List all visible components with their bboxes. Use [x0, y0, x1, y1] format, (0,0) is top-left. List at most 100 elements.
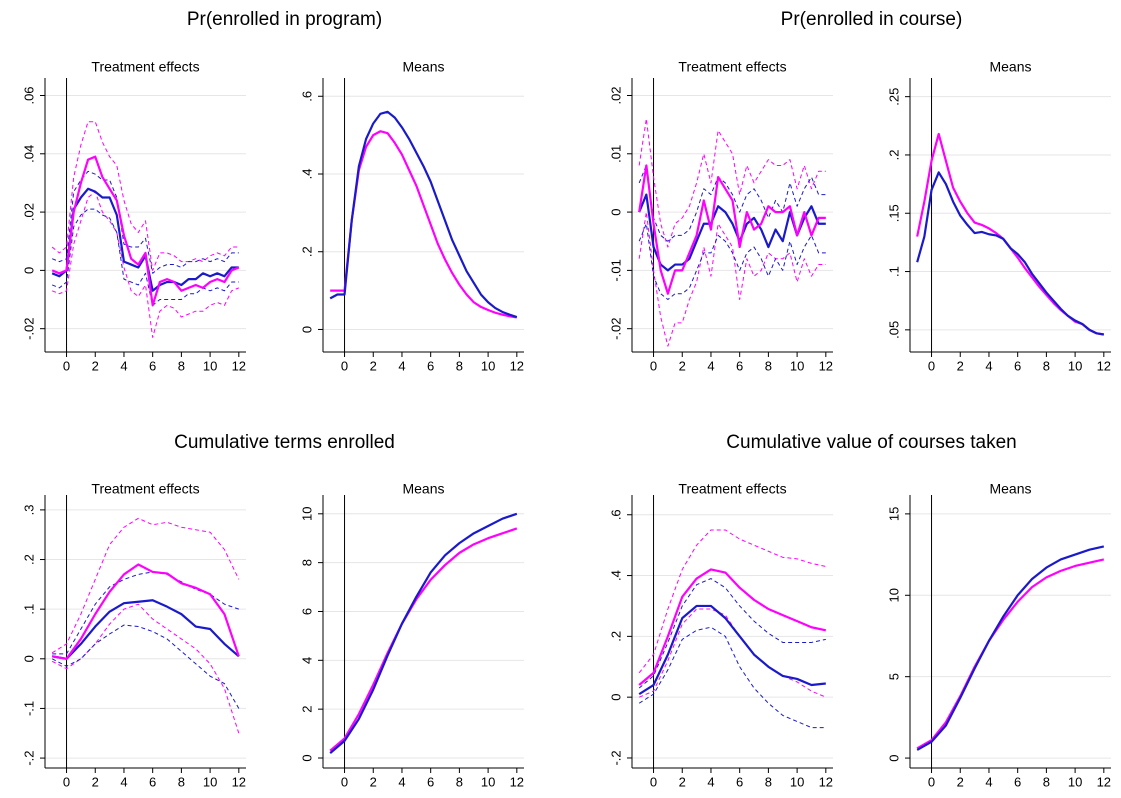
y-tick-label: .2: [21, 554, 36, 565]
y-tick-label: 0: [608, 694, 623, 701]
x-tick-label: 6: [736, 774, 743, 789]
x-tick-label: 4: [985, 358, 992, 373]
y-tick-label: .15: [886, 204, 901, 222]
panel-title: Means: [989, 59, 1031, 75]
x-tick-label: 6: [1014, 358, 1021, 373]
series-line: [916, 558, 1105, 750]
panel-title: Means: [989, 481, 1031, 497]
series-line: [638, 568, 827, 686]
x-tick-label: 0: [341, 358, 348, 373]
panel-title: Means: [402, 481, 444, 497]
x-tick-label: 2: [370, 358, 377, 373]
ci-line: [638, 529, 826, 674]
group-title: Cumulative terms enrolled: [174, 432, 395, 453]
series-line: [638, 604, 826, 696]
ci-line: [638, 164, 826, 242]
x-tick-label: 12: [1097, 774, 1111, 789]
x-tick-label: 4: [120, 774, 127, 789]
x-tick-label: 8: [1043, 774, 1050, 789]
x-tick-label: 4: [707, 774, 714, 789]
y-tick-label: 10: [299, 507, 314, 521]
x-tick-label: 12: [232, 774, 246, 789]
y-tick-label: .6: [608, 509, 623, 520]
x-tick-label: 10: [790, 774, 804, 789]
y-tick-label: 4: [299, 657, 314, 664]
x-tick-label: 0: [650, 774, 657, 789]
y-tick-label: -.02: [21, 317, 36, 339]
group-title: Pr(enrolled in program): [187, 9, 382, 30]
y-tick-label: .01: [608, 145, 623, 163]
series-line: [916, 132, 1104, 336]
y-tick-label: .06: [21, 86, 36, 104]
y-tick-label: .4: [608, 570, 623, 581]
y-tick-label: 0: [21, 267, 36, 274]
x-tick-label: 4: [398, 358, 405, 373]
ci-line: [51, 191, 240, 338]
y-tick-label: 0: [608, 208, 623, 215]
y-tick-label: -.2: [608, 750, 623, 765]
y-tick-label: .4: [299, 169, 314, 180]
x-tick-label: 6: [149, 358, 156, 373]
y-tick-label: .2: [608, 631, 623, 642]
x-tick-label: 10: [203, 358, 217, 373]
ci-line: [638, 118, 826, 248]
y-tick-label: .1: [21, 604, 36, 615]
group-title: Pr(enrolled in course): [781, 9, 963, 30]
x-tick-label: 8: [765, 358, 772, 373]
x-tick-label: 12: [232, 358, 246, 373]
y-tick-label: -.01: [608, 259, 623, 281]
x-tick-label: 6: [736, 358, 743, 373]
series-line: [51, 599, 240, 660]
x-tick-label: 10: [1068, 358, 1082, 373]
ci-line: [51, 603, 240, 734]
x-tick-label: 4: [398, 774, 405, 789]
ci-line: [638, 211, 826, 347]
y-tick-label: 2: [299, 706, 314, 713]
x-tick-label: 6: [427, 774, 434, 789]
ci-line: [51, 624, 240, 709]
group-title: Cumulative value of courses taken: [726, 432, 1016, 453]
y-tick-label: .6: [299, 91, 314, 102]
x-tick-label: 6: [427, 358, 434, 373]
panel-title: Means: [402, 59, 444, 75]
y-tick-label: 0: [299, 326, 314, 333]
ci-line: [51, 208, 239, 306]
x-tick-label: 0: [928, 358, 935, 373]
panel-title: Treatment effects: [678, 59, 786, 75]
x-tick-label: 6: [149, 774, 156, 789]
y-tick-label: .02: [21, 203, 36, 221]
y-tick-label: .02: [608, 86, 623, 104]
y-tick-label: 15: [886, 507, 901, 521]
series-line: [329, 512, 518, 754]
y-tick-label: .05: [886, 321, 901, 339]
x-tick-label: 2: [957, 358, 964, 373]
x-tick-label: 2: [370, 774, 377, 789]
x-tick-label: 10: [203, 774, 217, 789]
series-line: [330, 130, 517, 319]
x-tick-label: 2: [92, 774, 99, 789]
x-tick-label: 10: [481, 358, 495, 373]
x-tick-label: 2: [957, 774, 964, 789]
ci-line: [51, 121, 239, 271]
x-tick-label: 12: [510, 774, 524, 789]
y-tick-label: .25: [886, 88, 901, 106]
ci-line: [638, 578, 826, 689]
x-tick-label: 4: [985, 774, 992, 789]
y-tick-label: -.2: [21, 750, 36, 765]
panel-title: Treatment effects: [91, 481, 199, 497]
ci-line: [638, 626, 826, 729]
y-tick-label: 8: [299, 559, 314, 566]
x-tick-label: 12: [510, 358, 524, 373]
series-line: [329, 110, 518, 319]
y-tick-label: .2: [299, 246, 314, 257]
x-tick-label: 8: [456, 358, 463, 373]
x-tick-label: 0: [341, 774, 348, 789]
y-tick-label: .3: [21, 504, 36, 515]
y-tick-label: 10: [886, 588, 901, 602]
x-tick-label: 4: [707, 358, 714, 373]
x-tick-label: 0: [63, 358, 70, 373]
panel-title: Treatment effects: [678, 481, 786, 497]
series-line: [916, 545, 1105, 751]
x-tick-label: 10: [481, 774, 495, 789]
